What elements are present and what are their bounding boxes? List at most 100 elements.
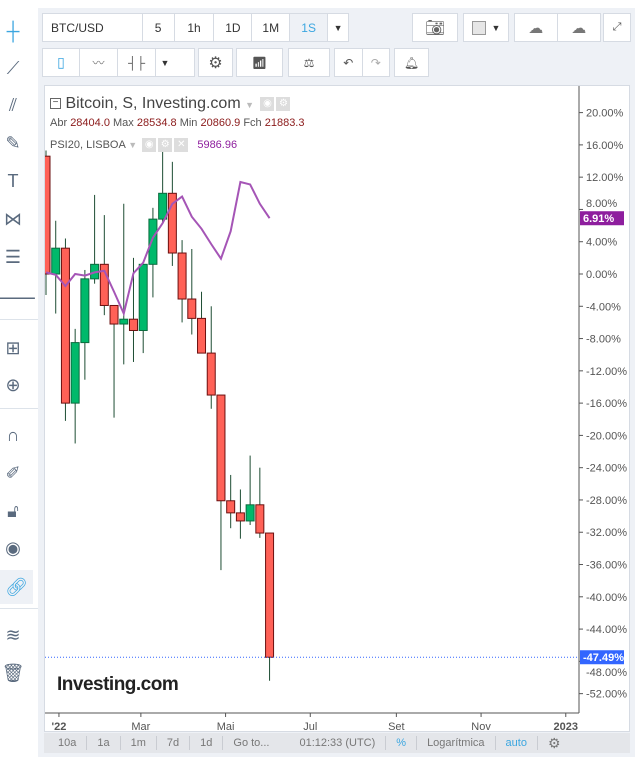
candle (51, 247, 61, 275)
undo-icon[interactable]: ↶ (335, 49, 363, 76)
close-icon[interactable]: ✕ (174, 138, 189, 152)
interval-1d[interactable]: 1D (214, 14, 253, 41)
legend-title-row: − Bitcoin, S, Investing.com ▼ ◉ ⚙ (50, 95, 291, 113)
lock-drawing-icon[interactable]: ✐ (5, 462, 21, 483)
indicators-button[interactable]: 📶︎ (236, 48, 283, 77)
collapse-icon[interactable]: − (50, 98, 61, 110)
gear-icon[interactable]: ⚙ (158, 138, 173, 152)
fib-icon[interactable]: ☰ (4, 246, 22, 267)
text-icon[interactable]: T (7, 170, 19, 191)
cloud-download-icon[interactable]: ☁ (515, 14, 558, 41)
interval-1h[interactable]: 1h (175, 14, 215, 41)
symbol-toolbar: BTC/USD 5 1h 1D 1M 1S ▼ (42, 13, 349, 42)
goto-button[interactable]: Go to... (233, 737, 270, 749)
candle (265, 532, 275, 658)
y-tick-label: 20.00% (586, 108, 624, 120)
chart-type-dropdown-icon[interactable]: ▼ (160, 57, 170, 68)
range-10a[interactable]: 10a (44, 736, 88, 750)
interval-dropdown-icon[interactable]: ▼ (333, 22, 343, 33)
compare-dropdown-icon[interactable]: ▼ (128, 139, 138, 150)
x-tick-label: '22 (52, 721, 67, 733)
back-arrow-icon[interactable]: 🡐 (0, 287, 38, 308)
x-tick-label: Set (388, 721, 405, 733)
gear-icon: ⚙ (208, 54, 223, 72)
candle (148, 218, 158, 265)
gear-icon[interactable]: ⚙ (276, 96, 291, 111)
compare-value: 5986.96 (197, 138, 238, 151)
percent-toggle[interactable]: % (386, 736, 418, 750)
candle (226, 500, 236, 514)
pitchfork-icon[interactable]: ⫽ (8, 94, 18, 115)
series-title: Bitcoin, S, Investing.com (65, 95, 241, 112)
y-tick-label: -36.00% (586, 560, 627, 572)
range-1a[interactable]: 1a (87, 736, 121, 750)
main-price-tag: -47.49% (583, 652, 624, 664)
compare-price-tag-bg (580, 211, 624, 226)
magnet-icon[interactable]: ∩ (6, 424, 20, 445)
bell-plus-icon: 🔔︎ (403, 55, 420, 70)
psi20-line (45, 180, 271, 317)
bars-icon[interactable]: ┤├ (118, 49, 156, 76)
eye-icon[interactable]: ◉ (5, 537, 21, 558)
chart-area[interactable]: 20.00% 16.00% 12.00% 8.00% 4.00% 0.00% -4.00% -… (44, 85, 631, 733)
investing-logo: Investing.com (57, 674, 179, 696)
series-dropdown-icon[interactable]: ▼ (245, 100, 255, 110)
candles-icon[interactable]: ▯ (43, 49, 80, 76)
y-tick-label: 0.00% (586, 269, 617, 281)
low-label: Min (179, 117, 198, 129)
y-tick-label: -28.00% (586, 495, 627, 507)
fullscreen-button[interactable]: ⤢ (603, 13, 631, 42)
candle (99, 263, 109, 306)
brush-icon[interactable]: ✎ (5, 132, 21, 153)
measure-icon[interactable]: ⊞ (5, 337, 21, 358)
x-tick-label: Jul (303, 721, 317, 733)
pattern-icon[interactable]: ⋈ (4, 208, 22, 229)
alert-button[interactable]: 🔔︎ (394, 48, 429, 77)
candle (80, 278, 90, 344)
main-price-tag-bg (580, 650, 624, 665)
unlock-icon[interactable]: 🔓︎ (7, 500, 19, 521)
interval-1s[interactable]: 1S (290, 14, 329, 41)
high-value: 28534.8 (136, 117, 177, 129)
screenshot-button[interactable]: 📷︎ (412, 13, 458, 42)
layers-icon[interactable]: ≋ (5, 624, 21, 645)
symbol-input[interactable]: BTC/USD (43, 14, 143, 41)
drawing-toolbar: ┼ ⟋ ⫽ ✎ T ⋈ ☰ 🡐 ⊞ ⊕ ∩ ✐ 🔓︎ ◉ 🔗︎ ≋ 🗑︎ (0, 10, 38, 690)
candle (45, 155, 51, 275)
cloud-upload-icon[interactable]: ☁ (571, 19, 587, 37)
interval-5[interactable]: 5 (143, 14, 175, 41)
eye-icon[interactable]: ◉ (142, 138, 157, 152)
color-picker[interactable]: ▼ (463, 13, 509, 42)
candle (206, 352, 216, 396)
candle (187, 298, 197, 319)
candle (138, 263, 148, 331)
eye-icon[interactable]: ◉ (260, 96, 275, 111)
range-7d[interactable]: 7d (157, 736, 191, 750)
link-icon[interactable]: 🔗︎ (0, 570, 33, 604)
y-tick-label: -32.00% (586, 527, 627, 539)
interval-1m[interactable]: 1M (252, 14, 291, 41)
low-value: 20860.9 (200, 117, 241, 129)
price-chart[interactable]: 20.00% 16.00% 12.00% 8.00% 4.00% 0.00% -4.00% -… (45, 86, 631, 733)
indicators-icon: 📶︎ (251, 55, 268, 70)
fullscreen-icon: ⤢ (612, 21, 622, 33)
auto-toggle[interactable]: auto (496, 736, 538, 750)
zoom-in-icon[interactable]: ⊕ (5, 374, 21, 395)
x-tick-label: Nov (471, 721, 491, 733)
scale-icon: ⚖ (303, 55, 315, 70)
gear-icon[interactable]: ⚙ (547, 735, 561, 751)
redo-icon[interactable]: ↷ (370, 55, 381, 70)
y-tick-label: 12.00% (586, 172, 624, 184)
candle (255, 504, 265, 534)
crosshair-icon[interactable]: ┼ (6, 20, 20, 41)
range-1m[interactable]: 1m (121, 736, 157, 750)
trash-icon[interactable]: 🗑︎ (1, 662, 25, 683)
settings-button[interactable]: ⚙ (198, 48, 233, 77)
area-chart-icon[interactable]: 〰 (80, 49, 118, 76)
candle (119, 318, 129, 325)
log-toggle[interactable]: Logarítmica (417, 736, 496, 750)
compare-row: PSI20, LISBOA ▼ ◉ ⚙ ✕ 5986.96 (50, 138, 237, 152)
compare-button[interactable]: ⚖ (288, 48, 330, 77)
range-1d[interactable]: 1d (190, 736, 224, 750)
trend-line-icon[interactable]: ⟋ (6, 57, 20, 78)
